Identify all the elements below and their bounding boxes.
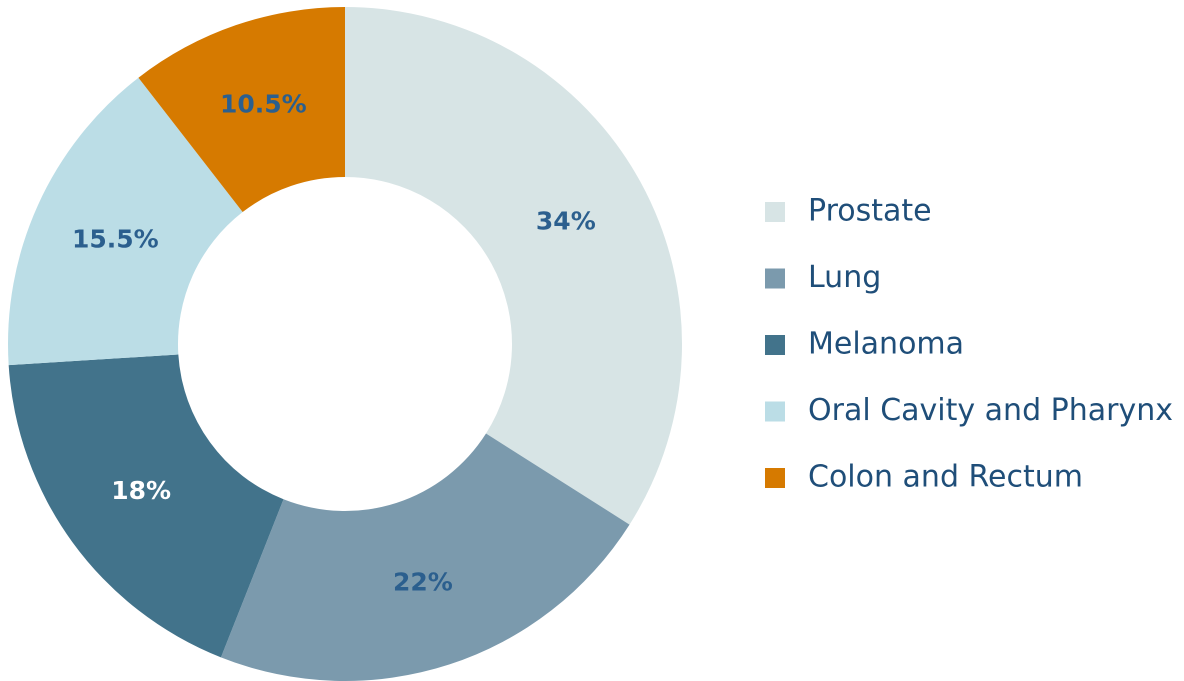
legend-swatch <box>765 202 785 222</box>
legend-swatch <box>765 468 785 488</box>
value-label: 15.5% <box>72 224 159 253</box>
value-label: 10.5% <box>220 90 307 119</box>
legend-swatch <box>765 335 785 355</box>
donut-slice <box>220 433 630 681</box>
value-label: 22% <box>393 568 453 597</box>
donut-slice <box>138 7 345 213</box>
legend-label: Colon and Rectum <box>808 460 1083 495</box>
donut-slice <box>8 354 284 658</box>
legend-swatch <box>765 401 785 422</box>
legend-label: Lung <box>808 260 881 295</box>
donut-slice <box>7 77 243 366</box>
value-label: 34% <box>536 207 596 236</box>
legend-label: Melanoma <box>808 327 964 362</box>
value-label: 18% <box>111 476 171 505</box>
legend-label: Oral Cavity and Pharynx <box>808 393 1173 428</box>
legend-label: Prostate <box>808 194 932 229</box>
donut-slice <box>345 7 682 525</box>
legend-swatch <box>765 268 785 289</box>
